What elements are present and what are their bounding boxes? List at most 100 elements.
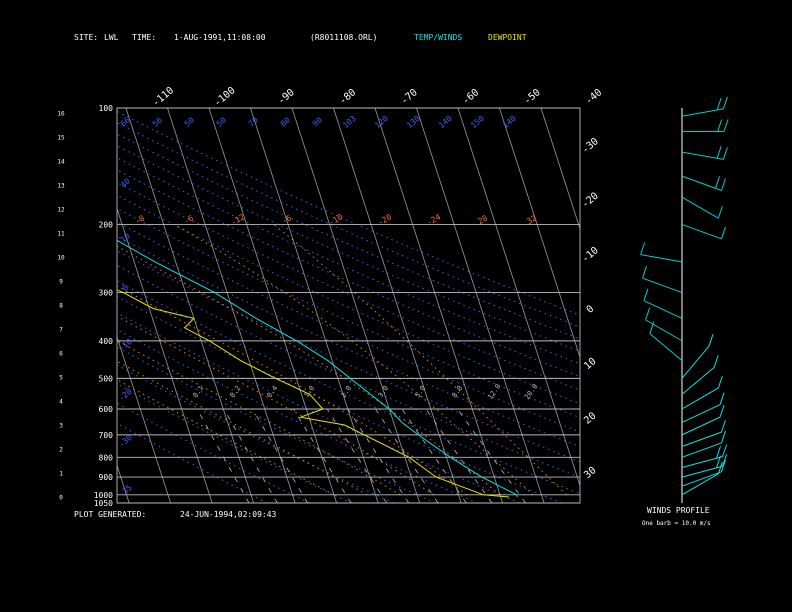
pressure-label: 100 [99, 104, 114, 113]
mixing-ratio-line [223, 408, 278, 503]
wind-barb-flag [716, 146, 722, 159]
top-isotherm-label: -80 [337, 87, 358, 107]
wind-staff [681, 431, 722, 447]
theta-left-label: -35 [117, 483, 134, 499]
mixing-ratio-label: 3.0 [376, 384, 390, 399]
plot-generated-label: PLOT GENERATED: [74, 510, 147, 519]
top-isotherm-label: -100 [212, 85, 238, 109]
wind-barb-flag [719, 392, 725, 405]
wind-barb-flag [717, 375, 723, 389]
wind-barb-flag [717, 205, 723, 219]
theta-label: 50 [215, 115, 228, 128]
right-isotherm-label: 10 [582, 356, 598, 372]
wind-staff [681, 223, 722, 240]
right-isotherm-label: 30 [582, 465, 598, 481]
wind-staff [643, 300, 683, 319]
moist-adiabat [273, 224, 567, 496]
isotherm-line [540, 108, 580, 231]
moist-adiabat [117, 245, 501, 496]
wind-barb-flag [722, 444, 728, 457]
theta-left-label: 40 [119, 176, 132, 189]
top-isotherm-label: -50 [522, 87, 543, 107]
wind-barb-flag [717, 461, 723, 474]
wind-barb [681, 419, 726, 447]
right-isotherm-label: -30 [580, 136, 601, 156]
winds-profile-note: One barb = 10.0 m/s [642, 520, 711, 527]
moist-adiabat [117, 360, 368, 496]
height-tick-label: 15 [57, 135, 65, 142]
pressure-label: 800 [99, 453, 114, 462]
dew-legend: DEWPOINT [488, 33, 527, 42]
wind-barb [681, 392, 725, 423]
height-tick-label: 7 [59, 327, 63, 334]
wind-barb-flag [640, 242, 646, 255]
pressure-label: 300 [99, 289, 114, 298]
wind-barb-flag [722, 96, 728, 110]
theta-label: 80 [279, 115, 292, 128]
pressure-label: 700 [99, 431, 114, 440]
wind-barb [681, 375, 723, 410]
wind-staff [681, 387, 719, 410]
dry-adiabat [117, 145, 580, 352]
height-tick-label: 4 [59, 399, 63, 406]
theta-left-label: -20 [117, 387, 134, 403]
dry-adiabat [117, 264, 580, 479]
top-isotherm-label: -70 [399, 87, 420, 107]
wind-staff [681, 456, 723, 468]
wind-staff [649, 333, 683, 362]
dewpoint-line [117, 289, 510, 498]
wind-barb [681, 430, 726, 458]
wind-barb-flag [720, 178, 726, 191]
wind-barb-flag [720, 430, 726, 444]
dry-adiabat [117, 208, 580, 419]
wind-staff [681, 465, 723, 478]
theta-label: 150 [469, 114, 486, 130]
pseudo-adiabat-label: -10 [327, 212, 344, 227]
isotherm-line [0, 108, 5, 503]
theta-label: 56 [151, 115, 164, 128]
wind-barb-flag [642, 266, 648, 279]
mixing-ratio-label: 5.0 [413, 384, 427, 399]
pseudo-adiabat-label: -24 [425, 212, 442, 227]
wind-barb-flag [722, 147, 728, 160]
isotherm-line [250, 108, 379, 503]
wind-barb [681, 459, 726, 487]
mixing-ratio-line [375, 408, 439, 503]
pseudo-adiabat-label: 28 [476, 213, 489, 226]
mixing-ratio-line [401, 408, 467, 503]
plot-generated-value: 24-JUN-1994,02:09:43 [180, 510, 277, 519]
wind-barb-flag [720, 459, 726, 472]
pseudo-adiabat-label: 32 [525, 213, 538, 226]
wind-staff [681, 108, 724, 117]
height-tick-label: 16 [57, 111, 65, 118]
height-tick-label: 3 [59, 423, 63, 430]
wind-barb [681, 404, 725, 436]
mixing-ratio-line [252, 408, 308, 503]
isotherm-line [291, 108, 421, 503]
dry-adiabat [117, 329, 478, 503]
wind-staff [681, 366, 715, 395]
top-isotherm-label: -60 [460, 87, 481, 107]
pressure-label: 1000 [94, 491, 113, 500]
pressure-label: 1050 [94, 499, 113, 508]
dry-adiabat [117, 169, 580, 378]
dry-adiabat [117, 296, 562, 503]
moist-adiabat [117, 339, 401, 496]
wind-barb-flag [716, 446, 721, 459]
height-tick-label: 13 [57, 183, 65, 190]
wind-barb-flag [715, 176, 721, 189]
dry-adiabat [117, 157, 580, 365]
height-tick-label: 2 [59, 447, 63, 454]
right-isotherm-label: -20 [580, 191, 601, 211]
isotherm-line [117, 335, 172, 503]
dry-adiabat [117, 221, 580, 433]
theta-label: 66 [119, 115, 132, 128]
dry-adiabat [117, 110, 580, 316]
theta-label: 70 [247, 115, 260, 128]
wind-staff [681, 151, 724, 160]
isotherm-line [499, 108, 580, 359]
wind-staff [645, 319, 683, 342]
mixing-ratio-label: 0.2 [228, 384, 242, 399]
height-tick-label: 12 [57, 207, 65, 214]
